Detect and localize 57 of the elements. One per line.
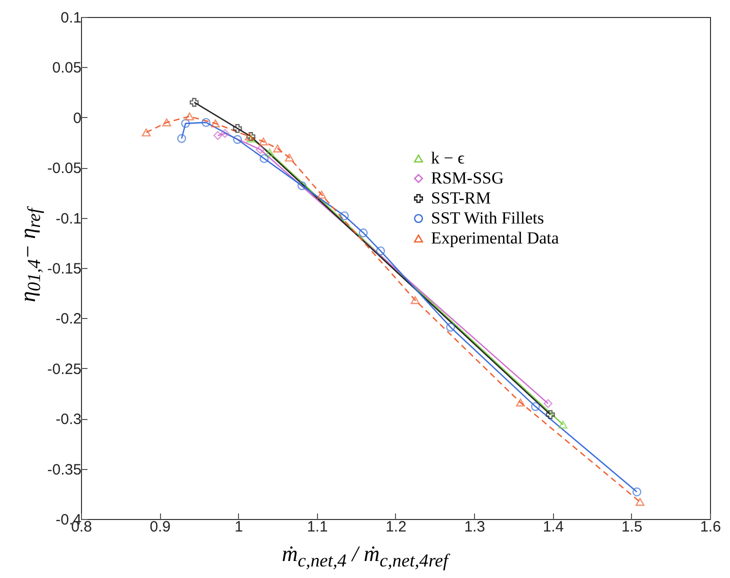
point bbox=[142, 128, 151, 136]
point bbox=[265, 148, 274, 156]
x-tick-label: 1.4 bbox=[542, 518, 564, 536]
point bbox=[297, 181, 306, 190]
point bbox=[232, 135, 242, 144]
legend-label: RSM-SSG bbox=[431, 168, 504, 188]
x-tick-label: 1.2 bbox=[386, 518, 406, 536]
point bbox=[177, 134, 186, 143]
y-tick-label: -0.3 bbox=[56, 411, 82, 428]
x-tick-label: 1.6 bbox=[700, 518, 721, 536]
x-tick-label: 1.3 bbox=[464, 518, 486, 536]
y-tick-label: -0.05 bbox=[47, 160, 82, 178]
point bbox=[273, 144, 282, 152]
point bbox=[162, 118, 172, 126]
legend-label: Experimental Data bbox=[431, 228, 560, 248]
point bbox=[632, 487, 642, 496]
y-tick-label: -0.25 bbox=[47, 360, 82, 378]
point bbox=[232, 124, 242, 133]
point bbox=[636, 498, 644, 506]
point bbox=[260, 154, 269, 164]
point bbox=[376, 246, 386, 256]
point bbox=[220, 128, 230, 138]
y-tick-label: -0.1 bbox=[56, 210, 82, 228]
point bbox=[284, 154, 294, 162]
point bbox=[516, 398, 525, 406]
x-tick-label: 1 bbox=[234, 518, 243, 536]
point bbox=[213, 131, 222, 140]
point bbox=[181, 118, 190, 128]
point bbox=[202, 118, 210, 127]
point bbox=[558, 420, 568, 429]
x-tick-label: 1.5 bbox=[621, 518, 642, 536]
y-tick-label: -0.15 bbox=[47, 260, 82, 278]
legend-label: k − ϵ bbox=[431, 148, 465, 168]
point bbox=[190, 98, 199, 107]
point bbox=[446, 322, 456, 332]
point bbox=[185, 112, 194, 120]
y-tick-label: -0.35 bbox=[47, 461, 82, 478]
x-tick-label: 1.1 bbox=[306, 518, 328, 536]
point bbox=[258, 138, 268, 146]
point bbox=[340, 211, 349, 220]
point bbox=[410, 296, 420, 304]
y-tick-label: 0.05 bbox=[52, 60, 82, 77]
point bbox=[317, 190, 326, 199]
legend-label: SST-RM bbox=[431, 188, 491, 208]
point bbox=[210, 119, 220, 128]
point bbox=[546, 410, 555, 420]
x-axis-title: ṁ$_{c,net,4}$ / ṁ$_{c,net,4ref}$ bbox=[280, 541, 452, 572]
y-tick-label: 0.1 bbox=[60, 10, 82, 26]
y-tick-label: -0.2 bbox=[56, 310, 82, 328]
point bbox=[358, 228, 368, 238]
point bbox=[530, 402, 540, 412]
point bbox=[256, 145, 265, 154]
x-tick-label: 0.9 bbox=[150, 518, 171, 536]
y-tick-label: 0 bbox=[73, 110, 82, 127]
point bbox=[246, 134, 256, 142]
point bbox=[544, 399, 553, 408]
legend-label: SST With Fillets bbox=[431, 208, 544, 228]
